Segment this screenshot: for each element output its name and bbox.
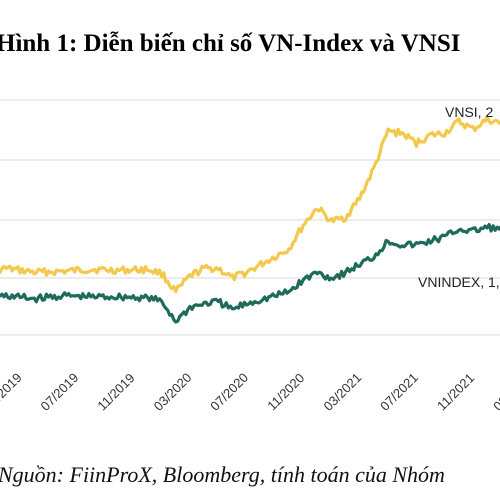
x-tick-label: 11/2020 bbox=[264, 370, 307, 413]
chart-title: Hình 1: Diễn biến chỉ số VN-Index và VNS… bbox=[0, 30, 461, 57]
source-note: Nguồn: FiinProX, Bloomberg, tính toán củ… bbox=[0, 462, 445, 487]
x-tick-label: 07/2020 bbox=[207, 370, 251, 414]
x-tick-label: 03/2022 bbox=[490, 370, 500, 414]
series-label-vnindex: VNINDEX, 1, bbox=[418, 274, 500, 290]
x-tick-label: 03/2019 bbox=[0, 370, 25, 414]
series-line-vnindex bbox=[0, 222, 500, 324]
x-axis-tick-labels: 03/2019 07/2019 11/2019 03/2020 07/2020 11/20… bbox=[0, 370, 500, 414]
x-tick-label: 03/2020 bbox=[151, 370, 195, 414]
series-label-vnsi: VNSI, 2 bbox=[445, 104, 493, 120]
series-line-vnsi bbox=[0, 115, 500, 294]
gridlines bbox=[0, 99, 500, 336]
x-tick-label: 07/2021 bbox=[377, 370, 421, 414]
series-labels: VNSI, 2 VNINDEX, 1, bbox=[418, 104, 500, 290]
x-tick-label: 11/2021 bbox=[434, 370, 477, 413]
series-lines bbox=[0, 115, 500, 324]
x-tick-label: 07/2019 bbox=[37, 370, 81, 414]
x-tick-label: 03/2021 bbox=[320, 370, 364, 414]
x-tick-label: 11/2019 bbox=[94, 370, 137, 413]
